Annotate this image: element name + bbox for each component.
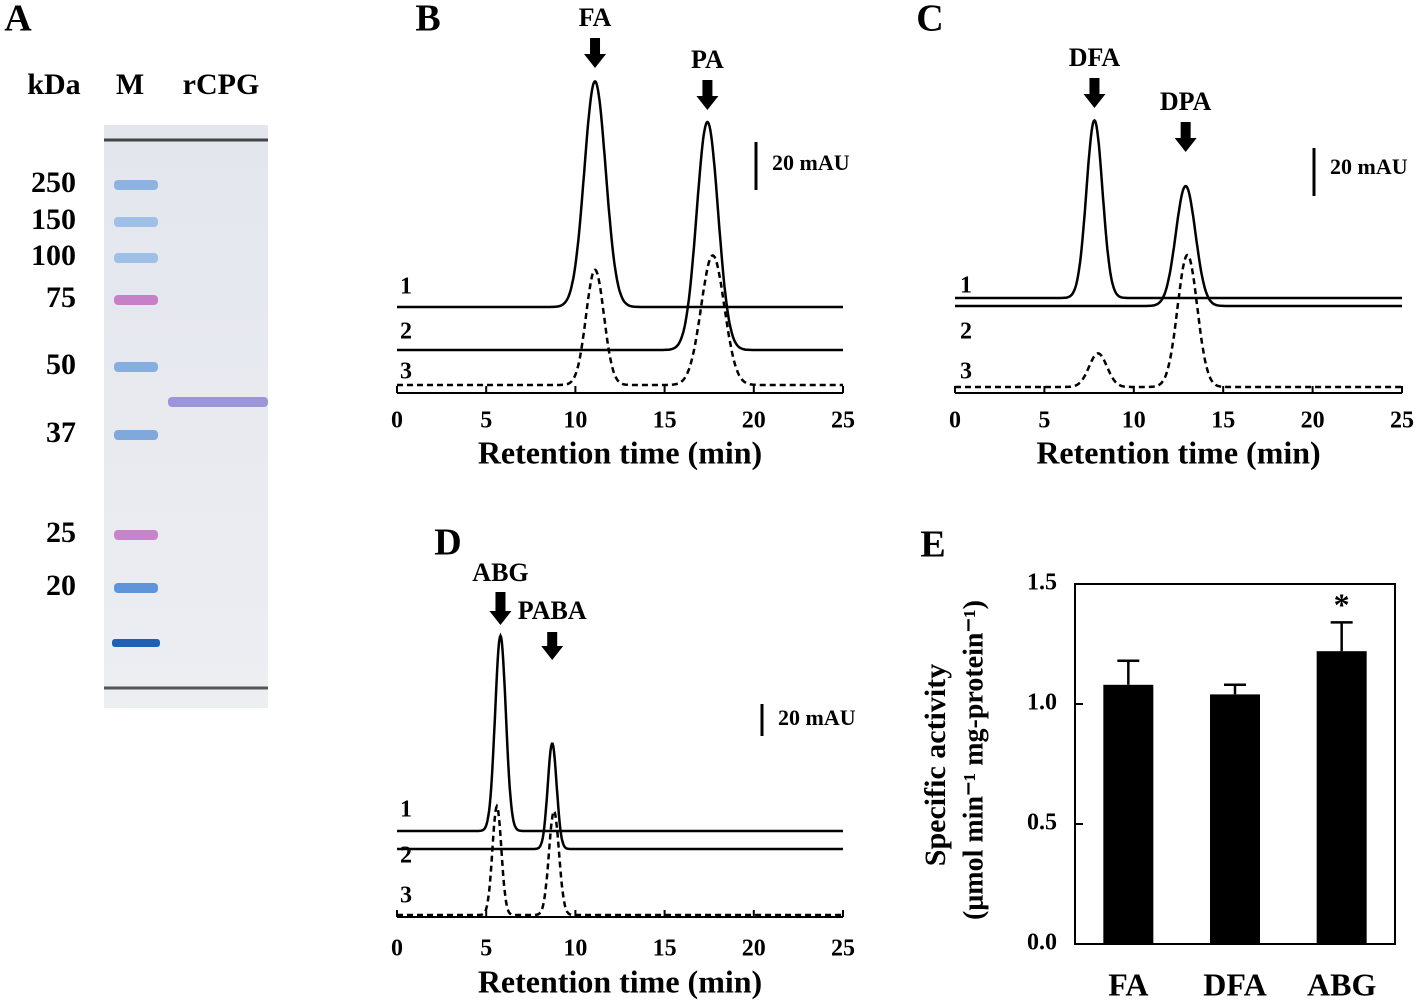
scale-bar-label: 20 mAU (1330, 154, 1408, 179)
marker-label: 25 (46, 516, 76, 549)
x-tick-label: DFA (1203, 966, 1266, 1002)
x-tick-label: 20 (742, 408, 766, 434)
trace-label: 2 (400, 843, 412, 869)
peak-arrow (489, 592, 512, 625)
x-tick-label: 10 (563, 936, 587, 962)
x-axis-title: Retention time (min) (478, 963, 762, 999)
peak-label: PA (691, 45, 724, 74)
trace-label: 3 (960, 359, 972, 385)
significance-mark: * (1334, 587, 1350, 623)
peak-arrow (584, 38, 607, 68)
marker-label: 20 (46, 569, 76, 602)
peak-label: ABG (472, 558, 528, 587)
marker-band (114, 362, 158, 372)
trace-label: 1 (400, 797, 412, 823)
gel-image (104, 125, 268, 708)
sample-band (168, 397, 268, 407)
marker-band (114, 253, 158, 263)
gel-header: rCPG (183, 68, 260, 101)
trace (397, 742, 843, 851)
x-tick-label: 5 (1038, 408, 1050, 434)
x-tick-label: 25 (1390, 408, 1414, 434)
peak-label: PABA (518, 596, 587, 625)
bar (1316, 651, 1367, 944)
x-tick-label: 0 (949, 408, 961, 434)
x-tick-label: 25 (831, 936, 855, 962)
marker-band (114, 180, 158, 190)
trace (955, 253, 1402, 389)
trace (397, 254, 843, 387)
trace-label: 3 (400, 359, 412, 385)
trace-label: 1 (400, 274, 412, 300)
peak-label: FA (579, 3, 612, 32)
marker-label: 50 (46, 348, 76, 381)
marker-band (114, 295, 158, 305)
trace (397, 803, 843, 917)
marker-band (114, 217, 158, 227)
x-tick-label: 5 (480, 408, 492, 434)
panel-letter: D (434, 522, 461, 564)
peak-label: DPA (1160, 87, 1212, 116)
x-tick-label: 20 (1301, 408, 1325, 434)
x-tick-label: ABG (1307, 966, 1376, 1002)
trace-label: 1 (960, 273, 972, 299)
panel-letter: E (920, 524, 945, 566)
x-tick-label: 15 (653, 408, 677, 434)
peak-arrow (696, 80, 719, 110)
x-tick-label: 10 (1122, 408, 1146, 434)
x-tick-label: 25 (831, 408, 855, 434)
y-tick-label: 0.0 (1027, 930, 1057, 956)
x-tick-label: 0 (391, 408, 403, 434)
trace-label: 2 (960, 319, 972, 345)
marker-band (114, 530, 158, 540)
marker-band (114, 583, 158, 593)
trace (397, 120, 843, 352)
trace-label: 2 (400, 319, 412, 345)
bar (1210, 694, 1260, 944)
marker-label: 37 (46, 416, 76, 449)
trace (397, 80, 843, 309)
panel-letter: A (4, 0, 32, 40)
y-tick-label: 0.5 (1027, 810, 1057, 836)
x-tick-label: 15 (653, 936, 677, 962)
y-axis-units: (μmol min⁻¹ mg-protein⁻¹) (958, 600, 989, 920)
marker-band (114, 430, 158, 440)
gel-header: M (116, 68, 144, 101)
scale-bar-label: 20 mAU (772, 150, 850, 175)
error-bar (1330, 621, 1353, 652)
peak-arrow (541, 632, 564, 660)
peak-arrow (1174, 122, 1197, 152)
marker-label: 75 (46, 281, 76, 314)
marker-label: 150 (31, 203, 76, 236)
y-tick-label: 1.5 (1027, 570, 1057, 596)
scale-bar-label: 20 mAU (778, 705, 856, 730)
bar (1103, 684, 1154, 944)
panel-letter: B (415, 0, 440, 40)
x-tick-label: 15 (1211, 408, 1235, 434)
marker-label: 250 (31, 166, 76, 199)
x-tick-label: 0 (391, 936, 403, 962)
peak-label: DFA (1069, 43, 1121, 72)
trace (955, 184, 1402, 308)
panel-letter: C (916, 0, 943, 40)
y-tick-label: 1.0 (1027, 690, 1057, 716)
x-axis-title: Retention time (min) (1036, 434, 1320, 470)
marker-label: 100 (31, 239, 76, 272)
x-tick-label: 5 (480, 936, 492, 962)
error-bar (1224, 683, 1246, 695)
x-tick-label: 20 (742, 936, 766, 962)
peak-arrow (1083, 78, 1106, 108)
y-axis-title: Specific activity (919, 664, 952, 866)
x-tick-label: FA (1108, 966, 1148, 1002)
error-bar (1117, 659, 1140, 685)
x-tick-label: 10 (563, 408, 587, 434)
gel-header: kDa (27, 68, 80, 101)
trace (397, 632, 843, 833)
trace-label: 3 (400, 883, 412, 909)
marker-dye-front (112, 639, 160, 647)
x-axis-title: Retention time (min) (478, 434, 762, 470)
